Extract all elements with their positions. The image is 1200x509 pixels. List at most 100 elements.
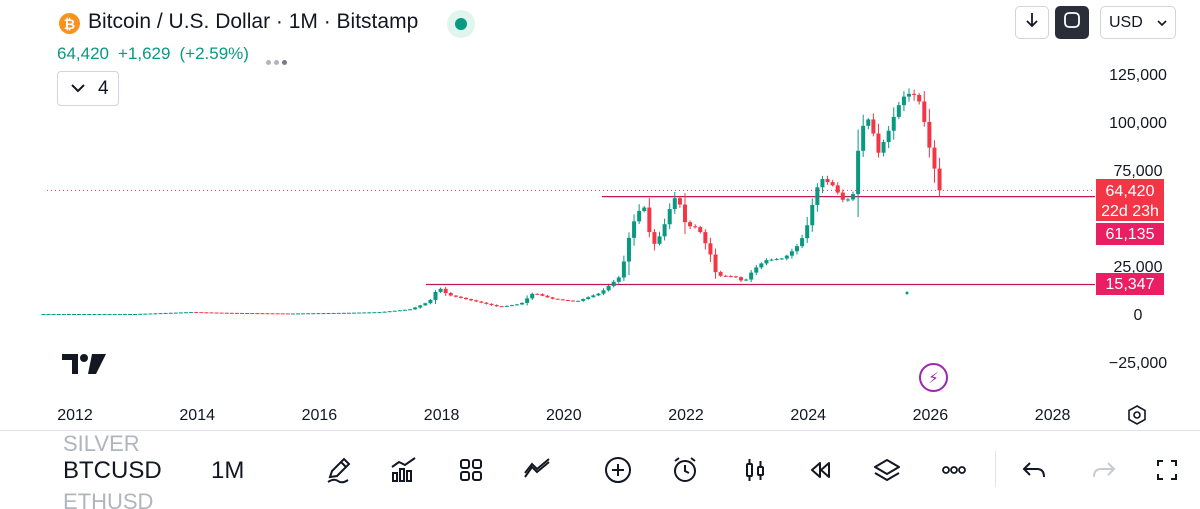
candle[interactable] <box>219 312 224 314</box>
layouts-button[interactable] <box>454 453 488 487</box>
alert-button[interactable] <box>668 453 702 487</box>
candle[interactable] <box>97 313 102 315</box>
candle[interactable] <box>163 312 168 314</box>
candle[interactable] <box>657 236 662 244</box>
candle[interactable] <box>825 178 830 183</box>
candle[interactable] <box>749 272 754 280</box>
compare-button[interactable] <box>520 453 554 487</box>
candle[interactable] <box>341 312 346 314</box>
candle[interactable] <box>616 277 621 282</box>
candle[interactable] <box>677 198 682 205</box>
candle[interactable] <box>255 313 260 315</box>
candle[interactable] <box>545 295 550 298</box>
candle[interactable] <box>917 94 922 102</box>
candle[interactable] <box>591 295 596 298</box>
candle[interactable] <box>891 116 896 131</box>
candle[interactable] <box>489 303 494 306</box>
price-chart[interactable]: 125,000 100,000 75,000 25,000 0 −25,000 2012 20… <box>0 0 1200 430</box>
candle[interactable] <box>336 312 341 314</box>
candle[interactable] <box>127 313 132 315</box>
candle[interactable] <box>596 293 601 296</box>
candle[interactable] <box>189 312 194 314</box>
candle[interactable] <box>652 232 657 244</box>
candle[interactable] <box>229 312 234 314</box>
candle[interactable] <box>275 313 280 315</box>
candle[interactable] <box>667 209 672 225</box>
candle[interactable] <box>861 125 866 151</box>
candle[interactable] <box>458 296 463 298</box>
candle[interactable] <box>87 313 92 315</box>
candle[interactable] <box>392 310 397 312</box>
candle[interactable] <box>708 243 713 255</box>
candle[interactable] <box>637 210 642 222</box>
candle[interactable] <box>387 311 392 313</box>
candle[interactable] <box>509 305 514 307</box>
lightning-icon[interactable]: ⚡ <box>919 363 948 392</box>
candle[interactable] <box>662 224 667 237</box>
candle[interactable] <box>311 313 316 315</box>
candle[interactable] <box>555 298 560 300</box>
candle[interactable] <box>565 299 570 301</box>
candle[interactable] <box>876 133 881 153</box>
candle[interactable] <box>71 313 76 315</box>
candle[interactable] <box>245 313 250 315</box>
candle[interactable] <box>912 93 917 95</box>
candle[interactable] <box>290 313 295 315</box>
candle[interactable] <box>672 198 677 210</box>
candle[interactable] <box>504 305 509 307</box>
candle[interactable] <box>158 313 163 315</box>
more-dots-icon[interactable] <box>266 52 290 70</box>
candle[interactable] <box>168 312 173 314</box>
candle[interactable] <box>560 299 565 301</box>
candle[interactable] <box>183 312 188 314</box>
candle[interactable] <box>744 279 749 281</box>
candle[interactable] <box>886 130 891 143</box>
candle[interactable] <box>759 263 764 268</box>
candle[interactable] <box>474 300 479 302</box>
tradingview-logo-icon[interactable] <box>62 352 106 381</box>
candle[interactable] <box>774 259 779 261</box>
candle[interactable] <box>866 119 871 126</box>
candle[interactable] <box>647 207 652 233</box>
candle[interactable] <box>494 305 499 307</box>
candle[interactable] <box>581 299 586 301</box>
candle[interactable] <box>535 293 540 295</box>
fullscreen-button[interactable] <box>1055 6 1089 39</box>
candle[interactable] <box>484 302 489 304</box>
symbol-above[interactable]: SILVER <box>63 431 140 456</box>
candle[interactable] <box>479 301 484 303</box>
candle[interactable] <box>260 313 265 315</box>
candle[interactable] <box>112 313 117 315</box>
replay-button[interactable] <box>803 453 837 487</box>
candle[interactable] <box>265 313 270 315</box>
add-button[interactable] <box>601 453 635 487</box>
candle[interactable] <box>784 255 789 259</box>
candle[interactable] <box>779 258 784 260</box>
candle[interactable] <box>713 254 718 273</box>
candle[interactable] <box>733 276 738 278</box>
candle[interactable] <box>448 293 453 296</box>
candle[interactable] <box>209 312 214 314</box>
currency-select[interactable]: USD <box>1100 6 1176 39</box>
symbol-selector[interactable]: BTCUSD <box>63 457 162 484</box>
candle[interactable] <box>296 313 301 315</box>
interval-selector[interactable]: 1M <box>211 457 245 484</box>
candle[interactable] <box>433 291 438 300</box>
chart-settings-icon[interactable] <box>1125 403 1149 427</box>
candle[interactable] <box>820 178 825 188</box>
candle[interactable] <box>301 313 306 315</box>
candle[interactable] <box>402 309 407 311</box>
candle[interactable] <box>642 207 647 211</box>
candle[interactable] <box>764 260 769 264</box>
candle[interactable] <box>117 313 122 315</box>
candle[interactable] <box>173 312 178 314</box>
candle[interactable] <box>693 226 698 228</box>
candle[interactable] <box>927 122 932 148</box>
candle[interactable] <box>453 295 458 297</box>
candle[interactable] <box>520 302 525 305</box>
candle[interactable] <box>102 313 107 315</box>
download-button[interactable] <box>1015 6 1049 39</box>
candle[interactable] <box>194 312 199 314</box>
candle[interactable] <box>362 312 367 314</box>
candle[interactable] <box>143 313 148 315</box>
